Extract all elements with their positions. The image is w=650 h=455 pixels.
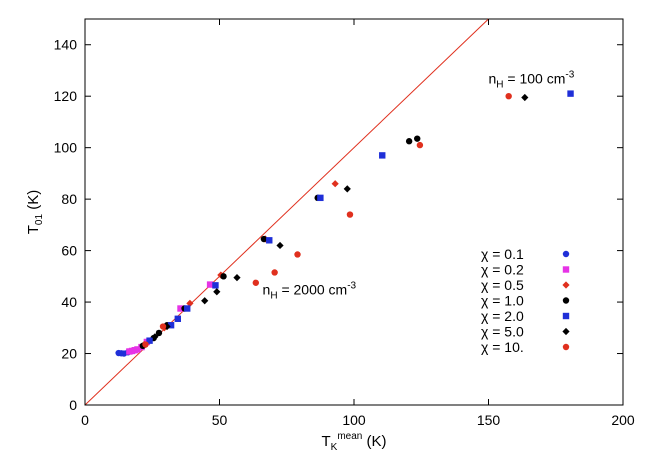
legend-label: χ = 2.0 bbox=[481, 308, 524, 324]
data-point bbox=[201, 297, 209, 305]
y-tick-label: 60 bbox=[61, 243, 77, 259]
data-point bbox=[405, 138, 413, 145]
legend-marker bbox=[562, 312, 570, 320]
series-4 bbox=[146, 90, 574, 344]
annotations-layer: nH = 100 cm-3 nH = 2000 cm-3 bbox=[263, 69, 575, 301]
series-1 bbox=[126, 281, 214, 355]
x-tick-label: 100 bbox=[342, 412, 366, 428]
x-tick-label: 0 bbox=[81, 412, 89, 428]
legend-marker bbox=[562, 266, 570, 273]
legend-marker bbox=[562, 250, 570, 258]
data-point bbox=[134, 346, 141, 353]
series-6 bbox=[142, 93, 512, 348]
legend-label: χ = 1.0 bbox=[481, 293, 524, 309]
data-point bbox=[317, 194, 324, 202]
data-point bbox=[294, 251, 301, 258]
data-point bbox=[213, 288, 221, 296]
data-point bbox=[276, 241, 284, 250]
data-point bbox=[159, 323, 167, 330]
legend: χ = 0.1χ = 0.2χ = 0.5χ = 1.0χ = 2.0χ = 5… bbox=[481, 246, 570, 355]
legend-marker bbox=[562, 281, 570, 289]
y-axis-title: T01 (K) bbox=[25, 190, 45, 234]
data-point bbox=[186, 299, 194, 307]
legend-label: χ = 0.5 bbox=[481, 277, 524, 293]
x-axis-title: TKmean (K) bbox=[321, 431, 386, 453]
data-point bbox=[212, 282, 219, 289]
data-point bbox=[266, 237, 273, 244]
y-tick-label: 0 bbox=[69, 397, 77, 413]
legend-label: χ = 0.2 bbox=[481, 262, 524, 278]
legend-label: χ = 0.1 bbox=[481, 246, 524, 262]
legend-label: χ = 5.0 bbox=[481, 324, 524, 340]
data-point bbox=[252, 279, 260, 286]
data-point bbox=[220, 273, 227, 280]
x-tick-label: 200 bbox=[611, 412, 635, 428]
data-point bbox=[343, 185, 351, 193]
data-point bbox=[271, 269, 278, 276]
data-point bbox=[142, 341, 149, 348]
data-point bbox=[567, 90, 574, 97]
data-point bbox=[167, 322, 175, 329]
y-tick-label: 120 bbox=[54, 88, 78, 104]
y-tick-label: 140 bbox=[54, 37, 78, 53]
data-point bbox=[155, 329, 163, 337]
y-tick-label: 40 bbox=[61, 294, 77, 310]
axis-titles-layer: TKmean (K) T01 (K) bbox=[25, 190, 387, 453]
data-point bbox=[233, 274, 241, 282]
data-point bbox=[177, 305, 184, 312]
y-tick-label: 100 bbox=[54, 140, 78, 156]
data-point bbox=[163, 322, 171, 331]
x-tick-label: 50 bbox=[212, 412, 228, 428]
legend-marker bbox=[562, 297, 570, 304]
legend-marker bbox=[562, 327, 570, 336]
data-points-layer bbox=[115, 90, 574, 357]
legend-label: χ = 10. bbox=[481, 339, 524, 355]
annotation-nh-100: nH = 100 cm-3 bbox=[489, 69, 575, 90]
data-point bbox=[521, 93, 529, 102]
x-tick-label: 150 bbox=[477, 412, 501, 428]
data-point bbox=[260, 235, 268, 243]
data-point bbox=[146, 337, 153, 344]
data-point bbox=[505, 93, 512, 100]
data-point bbox=[184, 305, 191, 312]
data-point bbox=[206, 281, 214, 288]
legend-marker bbox=[562, 343, 570, 351]
y-tick-label: 20 bbox=[61, 346, 77, 362]
y-tick-label: 80 bbox=[61, 191, 77, 207]
data-point bbox=[151, 333, 159, 341]
series-5 bbox=[151, 93, 529, 341]
data-point bbox=[416, 141, 424, 149]
data-point bbox=[346, 211, 354, 218]
data-point bbox=[379, 152, 386, 159]
data-point bbox=[414, 135, 421, 142]
data-point bbox=[331, 180, 339, 188]
annotation-nh-2000: nH = 2000 cm-3 bbox=[263, 280, 357, 301]
axes-layer: 0 50 100 150 200 0 20 40 60 80 100 120 140 bbox=[54, 19, 635, 428]
data-point bbox=[174, 315, 182, 322]
